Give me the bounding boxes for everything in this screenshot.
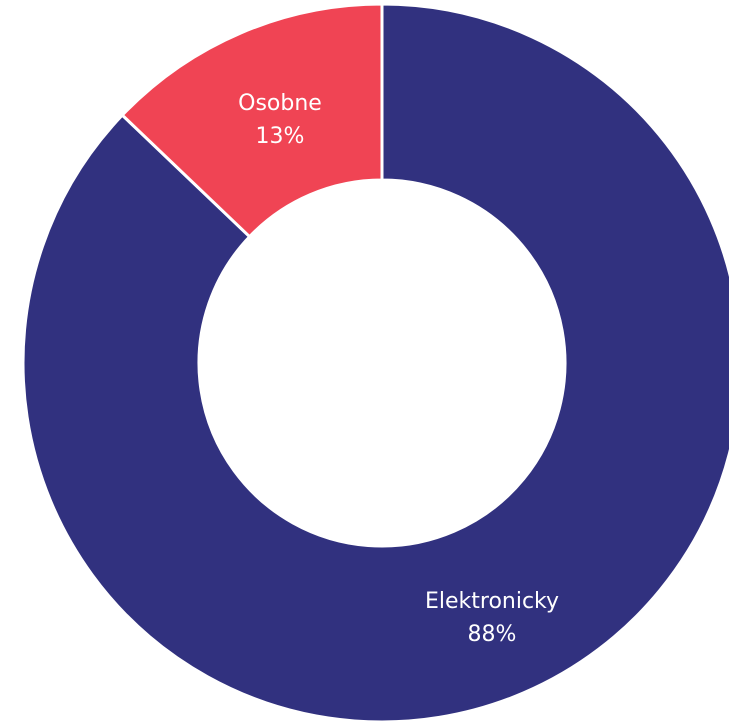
- slice-osobne: [120, 2, 384, 239]
- slice-label-value-osobne: 13%: [256, 124, 305, 149]
- slice-label-value-elektronicky: 88%: [468, 622, 517, 647]
- donut-slices: [21, 2, 729, 722]
- slice-label-name-elektronicky: Elektronicky: [425, 589, 559, 614]
- donut-labels: Elektronicky 88% Osobne 13%: [238, 91, 559, 647]
- slice-elektronicky: [21, 2, 729, 722]
- slice-label-name-osobne: Osobne: [238, 91, 322, 116]
